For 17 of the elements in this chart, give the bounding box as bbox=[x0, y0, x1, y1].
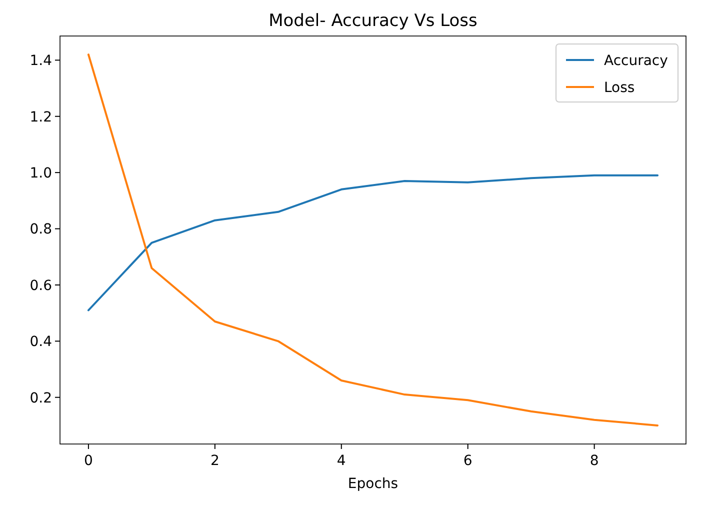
legend-label: Accuracy bbox=[604, 52, 668, 69]
x-tick-label: 8 bbox=[590, 453, 599, 469]
x-tick-label: 6 bbox=[463, 453, 472, 469]
legend-label: Loss bbox=[604, 80, 635, 96]
y-tick-label: 0.8 bbox=[30, 222, 52, 238]
y-tick-label: 1.0 bbox=[30, 165, 52, 182]
chart-title: Model- Accuracy Vs Loss bbox=[268, 11, 478, 31]
y-tick-label: 0.6 bbox=[30, 278, 52, 294]
x-tick-label: 4 bbox=[336, 453, 346, 469]
x-axis-title: Epochs bbox=[348, 476, 398, 492]
y-tick-label: 0.2 bbox=[30, 390, 52, 406]
x-tick-label: 0 bbox=[84, 453, 93, 469]
y-tick-label: 1.2 bbox=[30, 109, 52, 126]
line-series bbox=[87, 174, 659, 312]
y-tick-label: 0.4 bbox=[30, 334, 52, 350]
y-tick-label: 1.4 bbox=[30, 53, 52, 70]
x-tick-label: 2 bbox=[210, 453, 220, 469]
